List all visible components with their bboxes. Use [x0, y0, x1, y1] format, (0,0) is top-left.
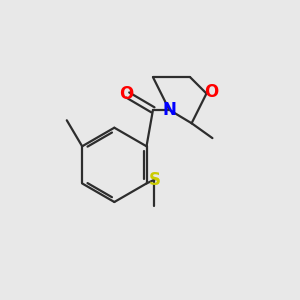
Text: N: N — [162, 101, 176, 119]
Text: O: O — [204, 83, 219, 101]
Text: S: S — [148, 171, 160, 189]
Text: O: O — [119, 85, 133, 103]
